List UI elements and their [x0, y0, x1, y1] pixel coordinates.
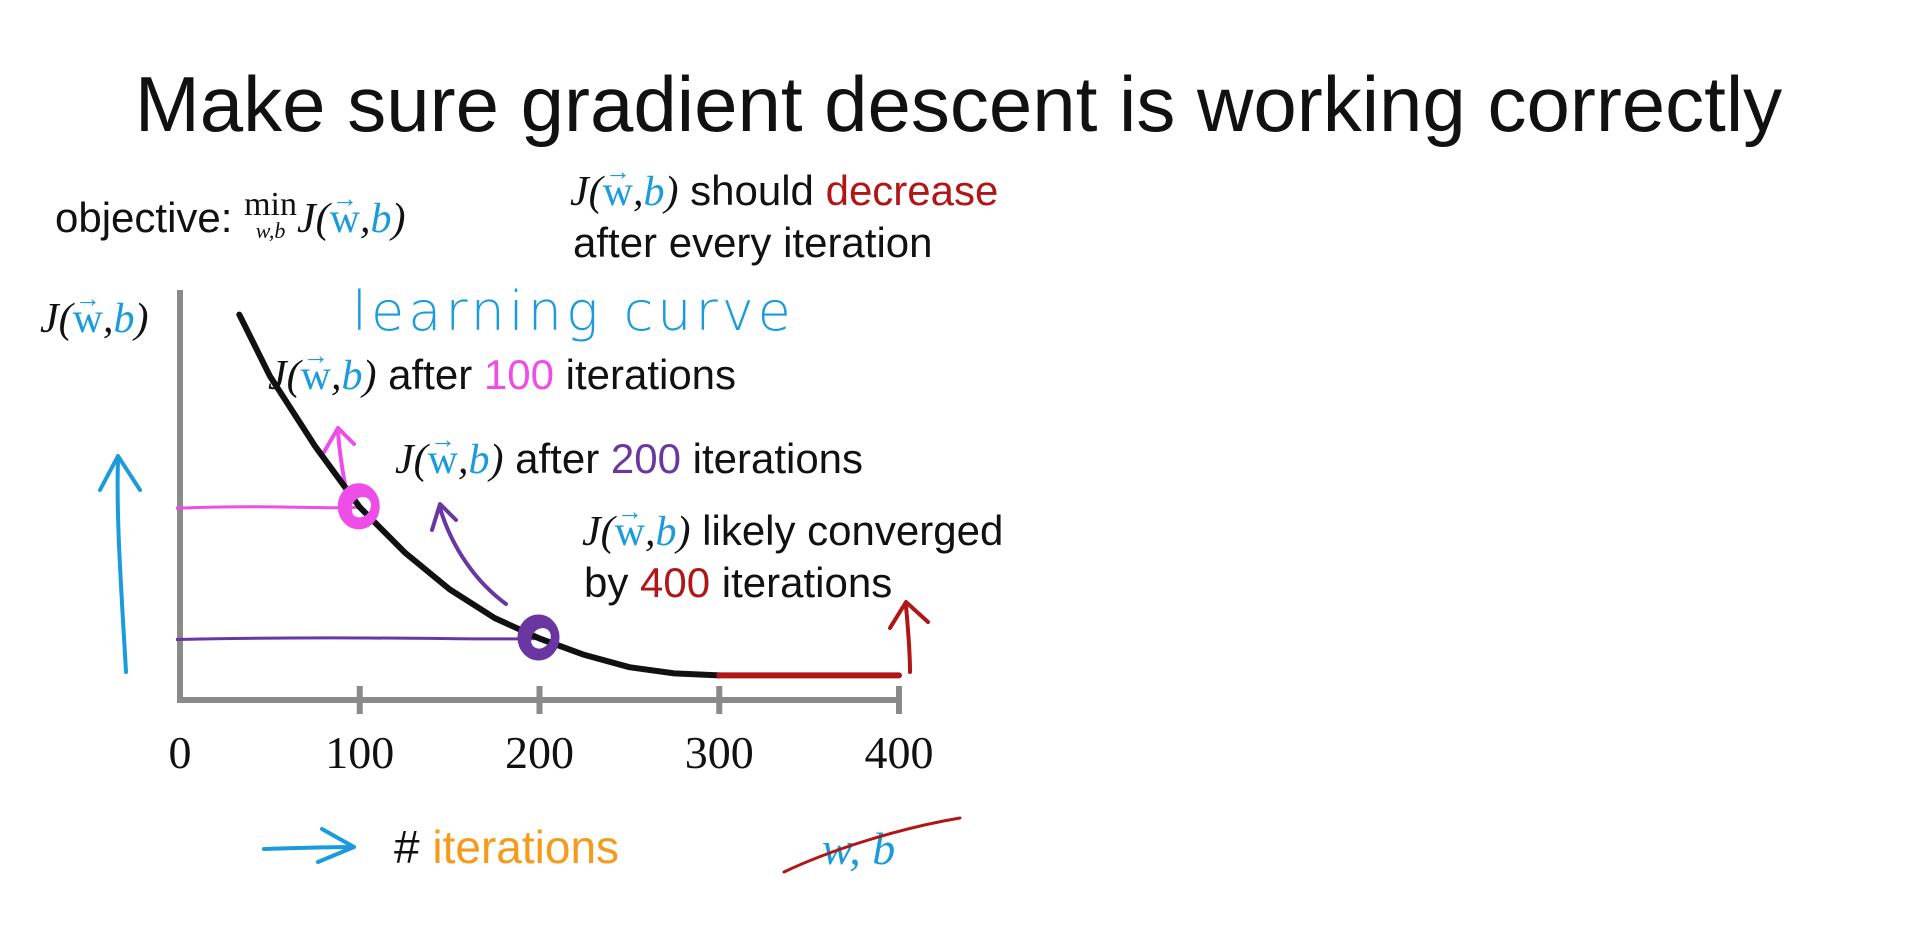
- annotation-400-line2: by 400 iterations: [584, 559, 893, 606]
- arrow-to-annotation-400: [888, 600, 930, 674]
- x-tick-label-0: 0: [168, 727, 192, 778]
- marker-circle-100-2: [345, 490, 378, 524]
- marker-guide-200: [175, 636, 540, 641]
- should-decrease-line: J(w,b) should decrease: [570, 166, 998, 217]
- learning-curve-label: learning curve: [352, 280, 795, 343]
- x-tick-label-100: 100: [325, 727, 395, 778]
- decrease-word: decrease: [825, 167, 999, 214]
- x-tick-label-400: 400: [864, 727, 934, 778]
- annotation-200: J(w,b) after 200 iterations: [395, 434, 863, 485]
- objective-line: objective: min w,b J(w,b): [55, 186, 406, 244]
- x-axis-label: # iterations: [394, 820, 619, 874]
- x-tick-label-200: 200: [505, 727, 574, 778]
- x-right-arrow: [262, 827, 356, 864]
- marker-circle-200-2: [525, 622, 557, 655]
- annotation-100: J(w,b) after 100 iterations: [268, 350, 736, 401]
- slide-title: Make sure gradient descent is working co…: [134, 60, 1783, 148]
- arrow-to-annotation-200: [430, 502, 508, 606]
- x-axis-hash: #: [394, 821, 420, 873]
- cost-function: J(w,b): [297, 196, 405, 242]
- annotation-400-line1: J(w,b) likely converged: [582, 506, 1003, 557]
- every-iteration-line: after every iteration: [573, 219, 933, 266]
- objective-label: objective:: [55, 194, 233, 241]
- x-tick-label-300: 300: [684, 727, 754, 778]
- y-up-arrow: [98, 454, 142, 674]
- learning-curve-line: [236, 311, 723, 679]
- x-axis-iterations: iterations: [432, 821, 620, 873]
- min-operator: min w,b: [244, 186, 298, 244]
- crossed-out-wb: w, b: [822, 823, 896, 874]
- y-axis-label: J(w,b): [40, 294, 148, 344]
- marker-guide-100: [175, 505, 360, 510]
